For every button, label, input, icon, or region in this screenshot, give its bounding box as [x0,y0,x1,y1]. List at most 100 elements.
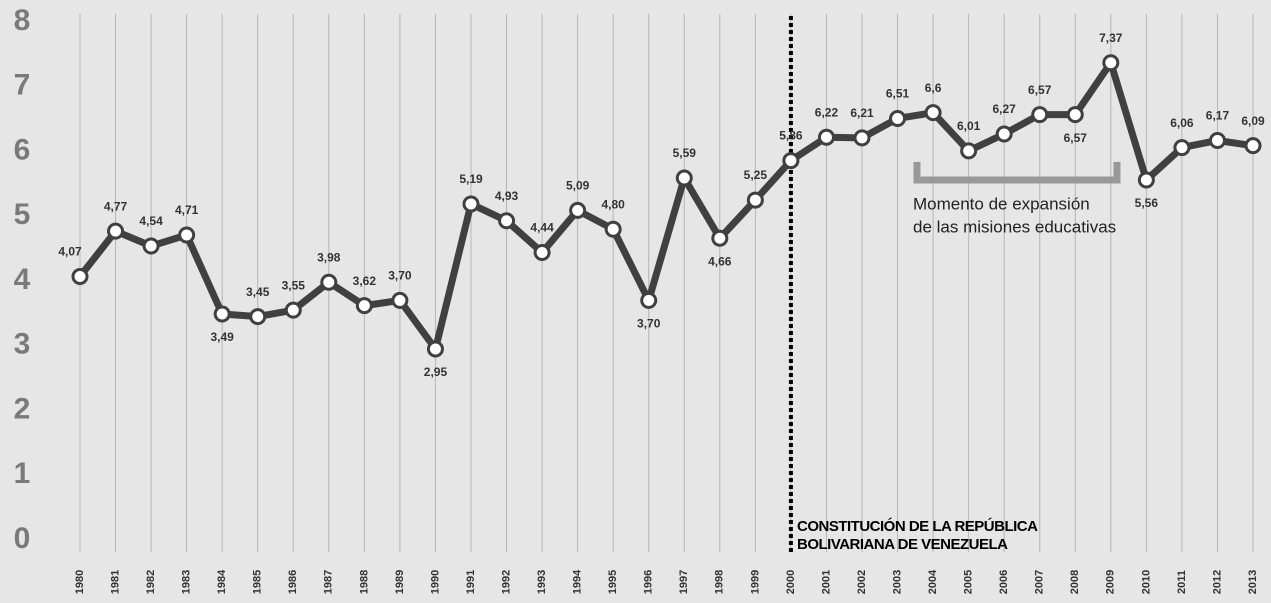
data-label: 4,66 [708,254,732,268]
marker [71,267,89,285]
marker [107,222,125,240]
line [77,59,1254,353]
data-label: 6,6 [925,81,942,95]
marker [320,273,338,291]
data-label: 3,49 [211,330,235,344]
marker [498,212,516,230]
data-label: 7,37 [1099,31,1123,45]
data-label: 4,71 [175,203,199,217]
marker [711,229,729,247]
x-tick-label: 1991 [465,570,477,594]
x-tick-label: 1993 [536,570,548,594]
x-tick-label: 1980 [74,570,86,594]
data-label: 6,09 [1241,114,1265,128]
x-tick-label: 1990 [429,570,441,594]
marker [1244,137,1262,155]
data-label: 4,54 [139,214,163,228]
marker [284,301,302,319]
x-tick-label: 1992 [500,570,512,594]
data-label: 3,62 [353,274,377,288]
x-tick-label: 2011 [1176,570,1188,594]
data-label: 4,93 [495,189,519,203]
data-label: 6,06 [1170,116,1194,130]
marker [817,128,835,146]
y-tick-label: 7 [14,69,31,102]
x-tick-label: 2012 [1211,570,1223,594]
x-tick-label: 1986 [287,570,299,594]
x-tick-label: 2007 [1034,570,1046,594]
y-tick-label: 2 [14,392,31,425]
data-label: 4,44 [530,221,554,235]
y-tick-label: 4 [14,263,31,296]
x-tick-label: 1987 [323,570,335,594]
data-label: 5,59 [673,146,697,160]
x-tick-label: 2010 [1140,570,1152,594]
marker [569,201,587,219]
marker [533,244,551,262]
marker [675,169,693,187]
y-tick-label: 6 [14,133,31,166]
marker [213,305,231,323]
data-label: 6,17 [1206,109,1230,123]
x-tick-label: 1999 [749,570,761,594]
marker [391,291,409,309]
data-label: 4,80 [602,197,626,211]
annotation: de las misiones educativas [913,217,1116,236]
marker [1031,106,1049,124]
data-label: 5,09 [566,179,590,193]
marker [924,104,942,122]
data-label: 6,22 [815,105,839,119]
y-tick-label: 3 [14,328,31,361]
x-tick-label: 2002 [856,570,868,594]
marker [746,191,764,209]
data-label: 5,19 [459,172,483,186]
marker [355,297,373,315]
marker [462,195,480,213]
x-tick-label: 2005 [963,570,975,594]
x-tick-label: 2003 [891,570,903,594]
x-tick-label: 2009 [1105,570,1117,594]
x-tick-label: 2004 [927,569,939,594]
data-label: 3,70 [388,269,412,283]
data-label: 6,21 [850,106,874,120]
y-tick-label: 0 [14,522,31,555]
x-tick-label: 1994 [572,569,584,594]
data-label: 6,27 [993,102,1017,116]
marker [1137,171,1155,189]
data-label: 5,56 [1135,196,1159,210]
data-label: 6,01 [957,119,981,133]
x-tick-label: 1981 [109,570,121,594]
data-label: 3,55 [282,278,306,292]
x-tick-label: 1996 [643,570,655,594]
marker [1102,54,1120,72]
marker [889,109,907,127]
x-tick-label: 2013 [1247,570,1259,594]
data-label: 5,86 [779,129,803,143]
x-tick-label: 1982 [145,570,157,594]
marker [995,125,1013,143]
y-tick-label: 5 [14,198,31,231]
data-label: 3,98 [317,250,341,264]
x-tick-label: 1984 [216,569,228,594]
data-label: 6,51 [886,87,910,101]
annotation: CONSTITUCIÓN DE LA REPÚBLICA [797,517,1038,535]
data-label: 6,57 [1064,131,1088,145]
marker [1208,131,1226,149]
x-tick-label: 1989 [394,570,406,594]
y-tick-label: 1 [14,457,31,490]
data-label: 2,95 [424,365,448,379]
marker [604,220,622,238]
x-tick-label: 1997 [678,570,690,594]
data-label: 6,57 [1028,83,1052,97]
marker [249,308,267,326]
bracket [913,162,1121,184]
annotation: BOLIVARIANA DE VENEZUELA [797,536,1008,553]
x-tick-label: 1995 [607,570,619,594]
marker [1066,106,1084,124]
marker [960,142,978,160]
x-tick-label: 1983 [181,570,193,594]
x-tick-label: 2001 [820,570,832,594]
marker [640,291,658,309]
marker [1173,139,1191,157]
